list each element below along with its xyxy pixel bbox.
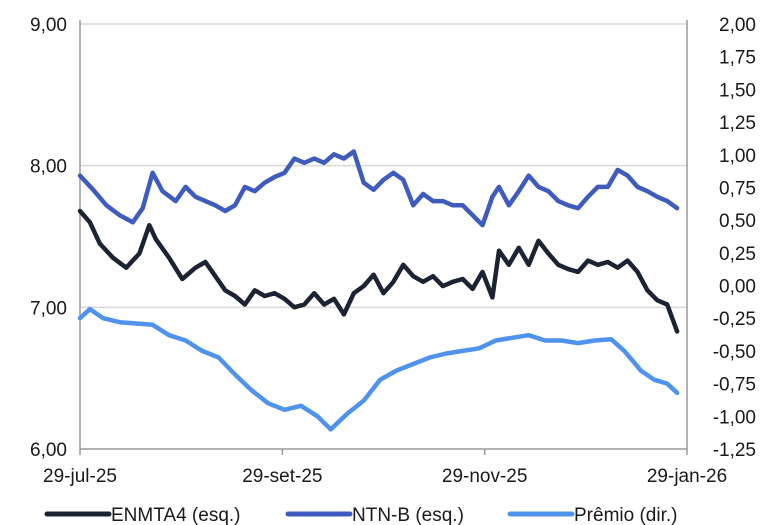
legend-item: Prêmio (dir.)	[507, 505, 677, 525]
right-tick-label: -1,25	[713, 440, 756, 461]
x-tick-label: 29-jan-26	[647, 466, 727, 487]
right-tick-label: 0,50	[719, 211, 756, 232]
right-tick-label: -0,25	[713, 309, 756, 330]
right-tick-label: 0,25	[719, 244, 756, 265]
right-tick-label: -1,00	[713, 407, 756, 428]
right-tick-label: 1,50	[719, 80, 756, 101]
right-tick-label: 1,25	[719, 113, 756, 134]
left-tick-label: 8,00	[30, 157, 67, 178]
right-axis-ticks: -1,25 -1,00 -0,75 -0,50 -0,25 0,00 0,25 0,50 0,7…	[713, 15, 756, 461]
gridlines	[80, 23, 687, 309]
legend-label: NTN-B (esq.)	[352, 505, 464, 525]
left-axis-ticks: 6,00 7,00 8,00 9,00	[30, 15, 67, 461]
x-tick-label: 29-set-25	[242, 466, 322, 487]
right-tick-label: 1,00	[719, 146, 756, 167]
x-tick-label: 29-jul-25	[43, 466, 117, 487]
series-lines	[77, 149, 680, 432]
legend-label: Prêmio (dir.)	[574, 505, 677, 525]
series-line	[77, 149, 680, 228]
right-tick-label: 2,00	[719, 15, 756, 36]
right-tick-label: 0,00	[719, 277, 756, 298]
legend: ENMTA4 (esq.) NTN-B (esq.) Prêmio (dir.)	[44, 505, 677, 525]
right-tick-label: -0,50	[713, 342, 756, 363]
x-axis-ticks: 29-jul-25 29-set-25 29-nov-25 29-jan-26	[43, 449, 727, 487]
left-tick-label: 6,00	[30, 440, 67, 461]
right-tick-label: 0,75	[719, 178, 756, 199]
x-tick-label: 29-nov-25	[442, 466, 528, 487]
series-line	[77, 208, 680, 334]
legend-item: ENMTA4 (esq.)	[44, 505, 241, 525]
right-tick-label: 1,75	[719, 48, 756, 69]
axes	[79, 20, 688, 450]
right-tick-label: -0,75	[713, 375, 756, 396]
left-tick-label: 9,00	[30, 15, 67, 36]
series-line	[77, 306, 680, 432]
left-tick-label: 7,00	[30, 298, 67, 319]
legend-item: NTN-B (esq.)	[285, 505, 464, 525]
legend-label: ENMTA4 (esq.)	[111, 505, 241, 525]
